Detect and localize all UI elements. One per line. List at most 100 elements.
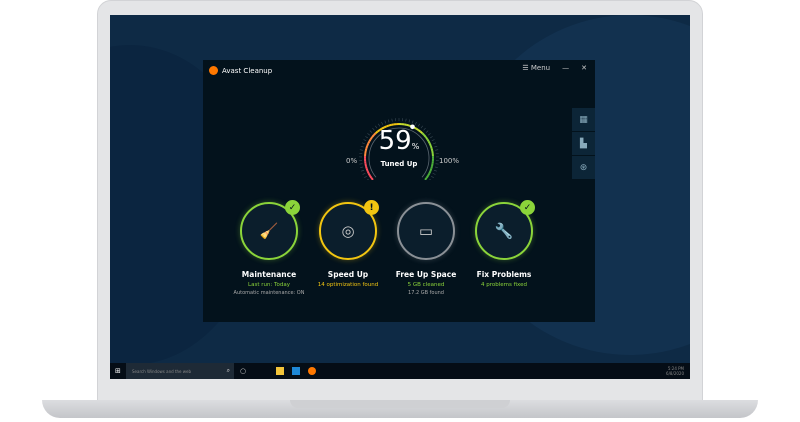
tile-title: Speed Up xyxy=(327,270,369,279)
gauge-arc-segment xyxy=(406,123,410,127)
gauge-tick xyxy=(433,169,437,172)
tile-ring[interactable]: 🧹 ✓ xyxy=(240,200,300,260)
gauge-tick xyxy=(431,176,434,179)
gauge-arc-segment xyxy=(431,163,434,167)
gauge-tick xyxy=(433,142,437,145)
gauge-arc-segment xyxy=(421,132,425,136)
gauge-arc-segment xyxy=(423,134,427,138)
gauge-arc-segment xyxy=(428,143,432,147)
gauge-arc-segment xyxy=(365,145,369,149)
tile-status: 5 GB cleaned xyxy=(407,282,445,288)
tile-title: Fix Problems xyxy=(476,270,532,279)
clock-date: 6/8/2020 xyxy=(666,371,684,376)
gauge-tick xyxy=(435,149,439,151)
chart-icon[interactable]: ▙ xyxy=(572,132,595,156)
status-badge: ! xyxy=(364,200,379,215)
avast-logo-icon xyxy=(209,66,218,75)
tile-fix-problems[interactable]: 🔧 ✓ Fix Problems 4 problems fixed xyxy=(459,200,549,288)
gauge-tick xyxy=(434,166,438,168)
tile-substatus: 17.2 GB found xyxy=(408,290,444,296)
gauge-arc-segment xyxy=(424,177,428,180)
gauge-arc-segment xyxy=(369,136,373,140)
taskbar-search[interactable]: Search Windows and the web ⌕ xyxy=(126,363,234,379)
tile-ring[interactable]: ◎! xyxy=(319,200,379,260)
gauge-tick xyxy=(423,127,426,131)
gauge-arc-segment xyxy=(365,168,369,172)
gauge-arc-segment xyxy=(430,165,433,170)
minimize-button[interactable]: — xyxy=(562,64,570,72)
gauge-tick xyxy=(434,145,438,148)
desktop-screen: Avast Cleanup ☰ Menu — ✕ 59% Tuned Up 0%… xyxy=(110,15,690,379)
gauge-marker xyxy=(410,124,415,130)
tile-status: Last run: Today xyxy=(248,282,290,288)
file-explorer-icon[interactable] xyxy=(276,367,285,375)
gauge-tick xyxy=(429,178,432,180)
tile-icon: 🧹 xyxy=(259,222,279,240)
tile-icon: ▭ xyxy=(418,222,434,240)
gauge-arc-segment xyxy=(373,132,377,136)
avast-taskbar-icon[interactable] xyxy=(308,367,317,375)
gauge-arc-segment xyxy=(415,127,419,131)
cortana-icon[interactable]: ○ xyxy=(240,367,247,375)
gauge-tick xyxy=(360,166,364,168)
gauge-arc-segment xyxy=(430,148,434,152)
gauge-tick xyxy=(432,173,436,175)
gauge-min-label: 0% xyxy=(346,157,358,165)
gauge-arc-segment xyxy=(364,148,368,152)
gauge-tick xyxy=(429,136,433,139)
close-button[interactable]: ✕ xyxy=(581,64,587,72)
gauge-tick xyxy=(414,121,417,125)
tile-ring[interactable]: ▭ xyxy=(397,202,455,260)
gauge-tick xyxy=(365,136,369,139)
gauge-arc-segment xyxy=(381,126,385,130)
gauge-arc-segment xyxy=(365,165,368,170)
gauge-tick xyxy=(381,121,384,125)
tile-speed-up[interactable]: ◎! Speed Up 14 optimization found xyxy=(303,200,393,288)
gauge-arc-segment xyxy=(426,138,430,142)
tuneup-gauge xyxy=(359,118,439,180)
gauge-label: Tuned Up xyxy=(380,160,418,168)
gauge-arc-segment xyxy=(369,175,373,179)
gauge-arc-segment xyxy=(427,140,431,145)
gauge-arc-segment xyxy=(429,145,433,149)
windows-start-icon[interactable]: ⊞ xyxy=(115,367,121,375)
gauge-arc-segment xyxy=(366,170,370,174)
help-icon[interactable]: ⊛ xyxy=(572,156,595,180)
menu-button[interactable]: ☰ Menu xyxy=(522,64,551,72)
system-clock[interactable]: 5:24 PM 6/8/2020 xyxy=(666,366,684,376)
gauge-arc-segment xyxy=(367,172,371,177)
gauge-max-label: 100% xyxy=(439,157,460,165)
gauge-arc-segment xyxy=(427,172,431,177)
gauge-tick xyxy=(361,142,365,145)
tile-maintenance[interactable]: 🧹 ✓ Maintenance Last run: Today Automatic… xyxy=(224,200,314,296)
tile-free-up-space[interactable]: ▭ Free Up Space 5 GB cleaned 17.2 GB fou… xyxy=(381,202,471,296)
gauge-arc-segment xyxy=(425,136,429,140)
tile-status: 14 optimization found xyxy=(317,282,379,288)
gauge-tick xyxy=(431,139,435,142)
gauge-arc-segment xyxy=(386,124,390,128)
tile-title: Free Up Space xyxy=(395,270,457,279)
grid-icon[interactable]: ▦ xyxy=(572,108,595,132)
tile-ring[interactable]: 🔧 ✓ xyxy=(475,200,535,260)
gauge-tick xyxy=(417,123,420,127)
menu-label: Menu xyxy=(530,64,551,72)
side-panel: ▦ ▙ ⊛ xyxy=(572,108,595,180)
gauge-tick xyxy=(427,133,431,136)
gauge-arc-segment xyxy=(370,177,374,180)
gauge-tick xyxy=(363,139,367,142)
status-badge: ✓ xyxy=(285,200,300,215)
clock-time: 5:24 PM xyxy=(667,366,684,371)
gauge-arc-segment xyxy=(368,138,372,142)
gauge-tick xyxy=(372,127,375,131)
gauge-arc-segment xyxy=(364,163,367,167)
gauge-tick xyxy=(391,118,393,122)
gauge-tick xyxy=(369,130,373,133)
search-icon: ⌕ xyxy=(226,367,230,374)
status-badge: ✓ xyxy=(520,200,535,215)
gauge-arc-segment xyxy=(428,170,432,174)
gauge-tick xyxy=(411,120,414,124)
gauge-arc-segment xyxy=(383,125,387,129)
tile-substatus: Automatic maintenance: ON xyxy=(233,290,305,296)
store-icon[interactable] xyxy=(292,367,301,375)
gauge-arc-segment xyxy=(417,129,422,133)
